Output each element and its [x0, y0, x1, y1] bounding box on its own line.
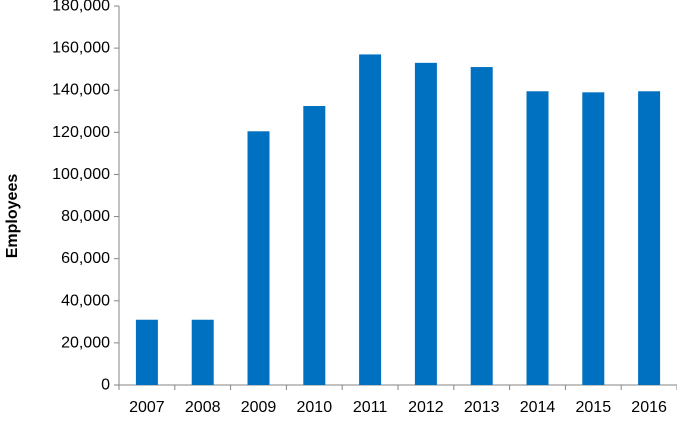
bar: [303, 106, 326, 385]
x-tick-label: 2012: [408, 399, 444, 416]
y-tick-label: 80,000: [61, 208, 110, 225]
x-tick-label: 2014: [520, 399, 556, 416]
y-tick-label: 100,000: [52, 166, 110, 183]
bar: [638, 91, 661, 386]
bar: [414, 62, 437, 385]
x-axis: 2007 2008 2009 2010 2011 2012 2013 2014 2015 2016: [118, 384, 677, 416]
y-tick-label: 0: [101, 377, 110, 394]
bar: [247, 131, 270, 385]
y-tick-label: 140,000: [52, 82, 110, 99]
y-tick-label: 180,000: [52, 0, 110, 15]
x-tick-label: 2008: [185, 399, 221, 416]
x-tick-label: 2007: [129, 399, 165, 416]
y-tick-label: 60,000: [61, 250, 110, 267]
y-tick-label: 120,000: [52, 124, 110, 141]
x-tick-label: 2016: [631, 399, 667, 416]
y-axis-title: Employees: [4, 174, 21, 259]
bar: [191, 319, 214, 385]
x-tick-label: 2015: [576, 399, 612, 416]
y-tick-label: 20,000: [61, 334, 110, 351]
x-tick-label: 2013: [464, 399, 500, 416]
y-tick-label: 40,000: [61, 292, 110, 309]
x-tick-label: 2011: [353, 399, 388, 416]
y-tick-label: 160,000: [52, 40, 110, 57]
bar: [135, 319, 158, 385]
x-tick-label: 2010: [297, 399, 333, 416]
bar: [582, 92, 605, 386]
y-axis: 0 20,000 40,000 60,000 80,000 100,000 120,000 1…: [52, 0, 120, 394]
x-tick-label: 2009: [241, 399, 277, 416]
bar: [359, 54, 382, 386]
bar: [526, 91, 549, 386]
bars: [135, 54, 661, 386]
bar: [470, 67, 493, 386]
